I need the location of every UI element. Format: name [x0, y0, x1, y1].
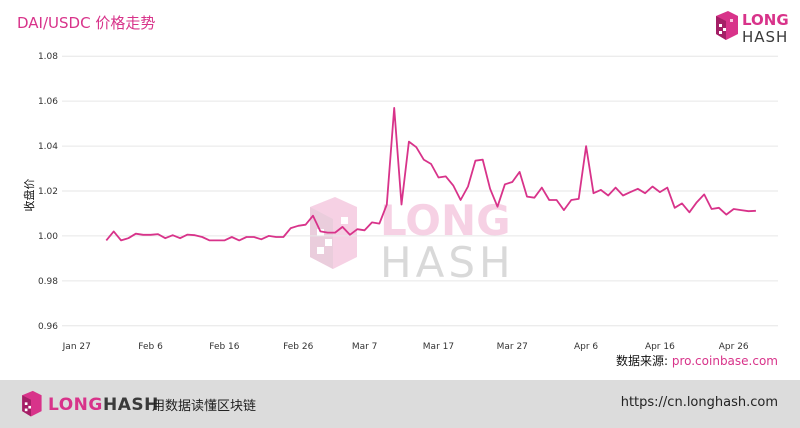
logo-word-hash: HASH: [742, 28, 789, 46]
y-axis: 0.96 0.98 1.00 1.02 1.04 1.06 1.08: [38, 52, 58, 332]
footer-brand-hash: HASH: [103, 395, 159, 415]
x-tick-label: Feb 16: [209, 342, 240, 352]
y-tick-label: 1.02: [38, 187, 58, 197]
footer: LONG HASH 用数据读懂区块链 https://cn.longhash.c…: [0, 380, 800, 428]
x-tick-label: Mar 27: [497, 342, 528, 352]
x-tick-label: Mar 17: [423, 342, 454, 352]
x-tick-label: Jan 27: [62, 342, 91, 352]
longhash-cube-icon: [716, 11, 738, 40]
y-tick-label: 0.98: [38, 277, 58, 287]
series-line: [105, 107, 756, 242]
y-axis-label: 收盘价: [22, 179, 36, 212]
watermark-hash: HASH: [380, 238, 515, 287]
y-tick-label: 1.04: [38, 142, 58, 152]
x-tick-label: Mar 7: [352, 342, 378, 352]
footer-cube-icon: [22, 390, 42, 417]
longhash-logo: LONG HASH: [712, 8, 792, 48]
source-url[interactable]: pro.coinbase.com: [671, 354, 778, 368]
x-tick-label: Apr 6: [574, 342, 598, 352]
x-tick-label: Apr 16: [645, 342, 675, 352]
y-tick-label: 1.08: [38, 52, 58, 62]
footer-slogan: 用数据读懂区块链: [152, 399, 257, 414]
logo-word-long: LONG: [742, 11, 789, 29]
chart-title: DAI/USDC 价格走势: [17, 14, 156, 32]
source-label: 数据来源:: [615, 354, 668, 368]
x-tick-label: Feb 26: [283, 342, 314, 352]
footer-url[interactable]: https://cn.longhash.com: [620, 395, 778, 410]
x-axis: Jan 27 Feb 6 Feb 16 Feb 26 Mar 7 Mar 17 Mar 27…: [62, 342, 749, 352]
x-tick-label: Feb 6: [138, 342, 163, 352]
watermark: LONG HASH: [310, 196, 515, 287]
y-tick-label: 1.00: [38, 232, 58, 242]
footer-brand-long: LONG: [48, 395, 103, 415]
y-tick-label: 0.96: [38, 322, 58, 332]
line-chart: LONG HASH 0.96 0.98 1.00 1.02 1.04 1.06 1.08 J…: [22, 52, 778, 352]
x-tick-label: Apr 26: [719, 342, 749, 352]
data-source: 数据来源: pro.coinbase.com: [616, 352, 778, 369]
y-tick-label: 1.06: [38, 97, 58, 107]
